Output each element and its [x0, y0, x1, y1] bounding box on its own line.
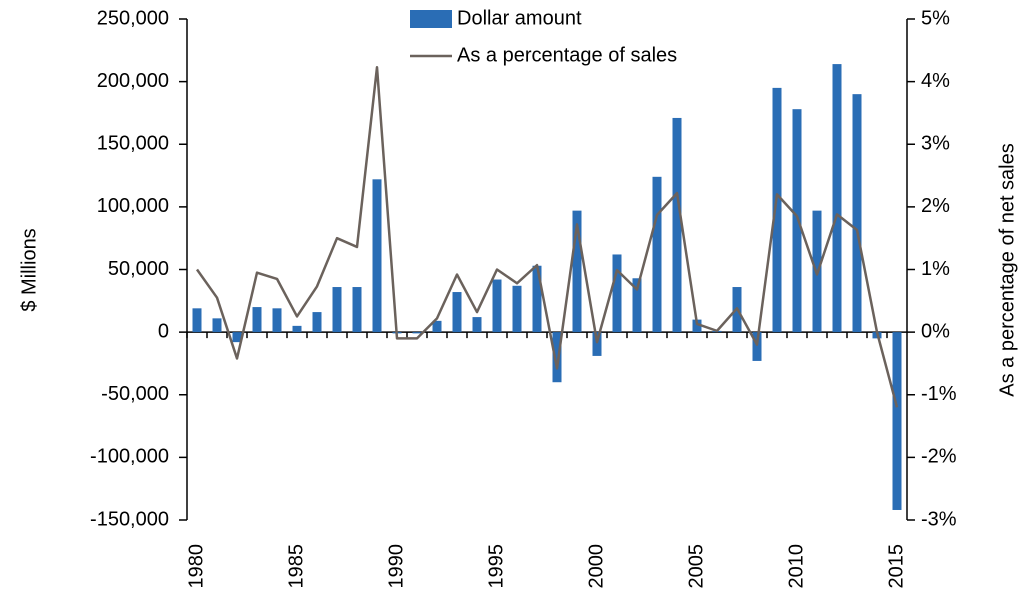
y2-axis-label: As a percentage of net sales	[996, 143, 1018, 397]
bar	[772, 87, 782, 333]
bar	[292, 325, 302, 333]
y2-tick-label: 4%	[921, 70, 950, 92]
y-tick-label: -150,000	[90, 508, 169, 530]
bar	[452, 292, 462, 333]
bar	[412, 332, 422, 334]
bar	[472, 317, 482, 333]
bar	[212, 318, 222, 333]
legend-label: Dollar amount	[457, 7, 582, 29]
bar	[652, 176, 662, 333]
bar	[232, 332, 242, 343]
y2-tick-label: -2%	[921, 446, 957, 468]
y2-tick-label: 0%	[921, 320, 950, 342]
y-tick-label: 200,000	[97, 70, 169, 92]
y-tick-label: 50,000	[108, 258, 169, 280]
y2-tick-label: 2%	[921, 195, 950, 217]
y-tick-label: -50,000	[101, 383, 169, 405]
bar	[192, 308, 202, 333]
legend-label: As a percentage of sales	[457, 44, 677, 66]
x-tick-label: 2010	[785, 544, 807, 589]
bar	[792, 109, 802, 333]
y2-tick-label: 3%	[921, 133, 950, 155]
bar	[832, 64, 842, 333]
bar	[632, 278, 642, 333]
x-tick-label: 1995	[485, 544, 507, 589]
x-tick-label: 2005	[685, 544, 707, 589]
bar	[572, 210, 582, 333]
x-tick-label: 1980	[185, 544, 207, 589]
y-tick-label: 150,000	[97, 133, 169, 155]
bar	[752, 332, 762, 361]
y2-tick-label: -1%	[921, 383, 957, 405]
bar	[592, 332, 602, 356]
y-tick-label: 250,000	[97, 7, 169, 29]
bar	[432, 320, 442, 333]
legend-swatch	[410, 10, 452, 28]
y2-tick-label: 1%	[921, 258, 950, 280]
bar	[272, 308, 282, 333]
bar	[372, 179, 382, 333]
bar	[332, 287, 342, 333]
bar	[532, 265, 542, 333]
bar	[552, 332, 562, 383]
bar	[852, 94, 862, 333]
bar	[672, 117, 682, 333]
bar	[492, 279, 502, 333]
y-tick-label: 0	[158, 320, 169, 342]
bar	[692, 319, 702, 333]
y2-tick-label: -3%	[921, 508, 957, 530]
x-tick-label: 1985	[285, 544, 307, 589]
x-tick-label: 1990	[385, 544, 407, 589]
bar	[312, 312, 322, 333]
y-tick-label: -100,000	[90, 446, 169, 468]
line-series	[195, 65, 899, 408]
y-axis-label: $ Millions	[18, 228, 40, 311]
y2-tick-label: 5%	[921, 7, 950, 29]
x-tick-label: 2015	[885, 544, 907, 589]
y-tick-label: 100,000	[97, 195, 169, 217]
bar	[512, 285, 522, 333]
bar	[612, 254, 622, 333]
x-tick-label: 2000	[585, 544, 607, 589]
bar	[252, 307, 262, 333]
bar	[892, 332, 902, 510]
bar	[352, 287, 362, 333]
